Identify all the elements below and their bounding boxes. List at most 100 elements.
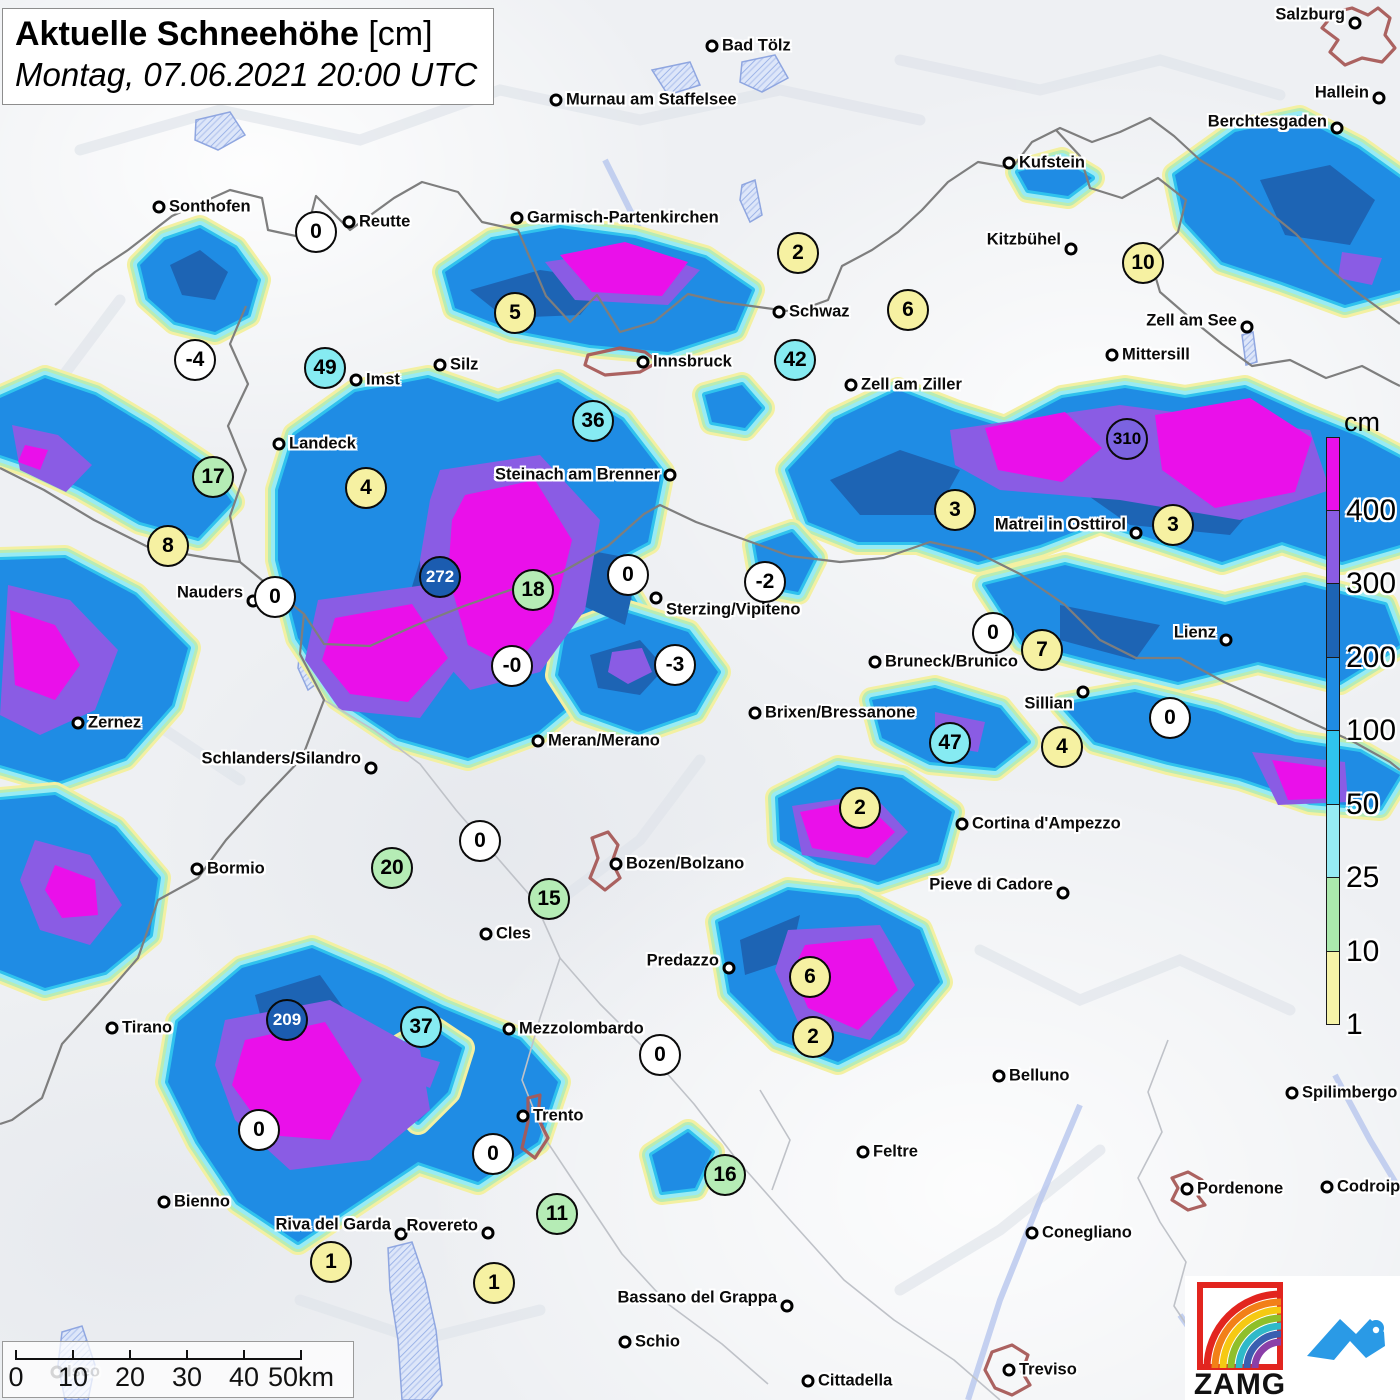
city-label: Innsbruck bbox=[653, 352, 732, 371]
city-boundaries bbox=[520, 6, 1397, 1397]
snow-depth-badge: 0 bbox=[1149, 697, 1191, 739]
snow-depth-badge: 1 bbox=[310, 1241, 352, 1283]
city-marker-dot bbox=[272, 437, 286, 451]
map-scale-bar: 0 10 20 30 40 50km bbox=[2, 1341, 354, 1398]
legend-segment bbox=[1326, 951, 1340, 1025]
snow-depth-badge: 3 bbox=[934, 489, 976, 531]
city-label: Riva del Garda bbox=[275, 1215, 391, 1234]
city-label: Cles bbox=[496, 924, 531, 943]
snow-depth-badge: 15 bbox=[528, 878, 570, 920]
legend-segment bbox=[1326, 657, 1340, 731]
city-marker-dot bbox=[722, 961, 736, 975]
snow-depth-badge: 8 bbox=[147, 525, 189, 567]
city-label: Pieve di Cadore bbox=[929, 875, 1053, 894]
snow-depth-badge: 42 bbox=[774, 339, 816, 381]
scale-tick-label: 30 bbox=[171, 1362, 203, 1392]
snow-depth-badge: 310 bbox=[1106, 418, 1148, 460]
city-marker-dot bbox=[549, 93, 563, 107]
city-marker-dot bbox=[705, 39, 719, 53]
zamg-logo: ZAMG bbox=[1185, 1276, 1400, 1400]
snow-depth-badge: 36 bbox=[572, 400, 614, 442]
city-label: Cortina d'Ampezzo bbox=[972, 814, 1121, 833]
city-label: Matrei in Osttirol bbox=[994, 515, 1126, 534]
legend-segment bbox=[1326, 731, 1340, 805]
city-marker-dot bbox=[105, 1021, 119, 1035]
legend-segment bbox=[1326, 510, 1340, 584]
city-label: Landeck bbox=[289, 434, 356, 453]
city-label: Zell am See bbox=[1146, 311, 1237, 330]
city-label: Zell am Ziller bbox=[861, 375, 962, 394]
city-label: Belluno bbox=[1009, 1066, 1070, 1085]
snow-depth-badge: 11 bbox=[536, 1193, 578, 1235]
scale-tick bbox=[300, 1350, 302, 1359]
snow-depth-badge: 0 bbox=[607, 554, 649, 596]
map-title: Aktuelle Schneehöhe [cm] bbox=[15, 15, 433, 53]
city-label: Zernez bbox=[88, 713, 142, 732]
legend-tick-label: 400 bbox=[1346, 493, 1397, 527]
legend-unit-label: cm bbox=[1344, 407, 1380, 437]
snow-cover-layer bbox=[0, 105, 1400, 1255]
snow-depth-badge: 47 bbox=[929, 722, 971, 764]
snow-depth-badge: 209 bbox=[266, 999, 308, 1041]
map-datetime: Montag, 07.06.2021 20:00 UTC bbox=[15, 56, 478, 93]
city-marker-dot bbox=[479, 927, 493, 941]
city-label: Lienz bbox=[1173, 623, 1216, 642]
city-label: Sillian bbox=[1024, 694, 1073, 713]
city-label: Berchtesgaden bbox=[1207, 112, 1327, 131]
zamg-logo-text: ZAMG bbox=[1193, 1368, 1287, 1400]
city-marker-dot bbox=[1219, 633, 1233, 647]
city-label: Schwaz bbox=[789, 302, 850, 321]
legend-tick-label: 10 bbox=[1346, 934, 1380, 968]
city-marker-dot bbox=[1180, 1182, 1194, 1196]
city-label: Murnau am Staffelsee bbox=[566, 90, 737, 109]
snow-depth-badge: 4 bbox=[345, 467, 387, 509]
city-label: Hallein bbox=[1314, 83, 1369, 102]
snow-depth-badge: 272 bbox=[419, 556, 461, 598]
city-marker-dot bbox=[844, 378, 858, 392]
snow-depth-badge: 0 bbox=[238, 1109, 280, 1151]
snow-depth-badge: 4 bbox=[1041, 726, 1083, 768]
city-marker-dot bbox=[71, 716, 85, 730]
city-label: Bormio bbox=[207, 859, 265, 878]
city-label: Reutte bbox=[359, 212, 411, 231]
city-label: Bassano del Grappa bbox=[617, 1288, 777, 1307]
legend-tick-label: 50 bbox=[1346, 787, 1380, 821]
city-label: Sterzing/Vipiteno bbox=[666, 600, 801, 619]
legend-tick-label: 100 bbox=[1346, 714, 1397, 747]
city-marker-dot bbox=[531, 734, 545, 748]
snow-depth-badge: 2 bbox=[792, 1016, 834, 1058]
scale-tick-label: 50km bbox=[267, 1362, 335, 1392]
legend-segment bbox=[1326, 437, 1340, 511]
snow-depth-badge: 6 bbox=[789, 956, 831, 998]
city-marker-dot bbox=[1320, 1180, 1334, 1194]
city-marker-dot bbox=[609, 857, 623, 871]
city-marker-dot bbox=[1372, 91, 1386, 105]
snow-depth-badge: -2 bbox=[744, 561, 786, 603]
city-marker-dot bbox=[481, 1226, 495, 1240]
snow-depth-badge: 0 bbox=[472, 1133, 514, 1175]
city-label: Nauders bbox=[176, 583, 243, 602]
city-marker-dot bbox=[649, 591, 663, 605]
avalanche-mountain-icon bbox=[1307, 1319, 1385, 1360]
city-label: Feltre bbox=[873, 1142, 918, 1161]
snow-depth-badge: 0 bbox=[639, 1034, 681, 1076]
city-marker-dot bbox=[1002, 156, 1016, 170]
scale-tick bbox=[72, 1350, 74, 1359]
scale-tick bbox=[243, 1350, 245, 1359]
snow-depth-badge: 1 bbox=[473, 1262, 515, 1304]
city-label: Bad Tölz bbox=[722, 36, 791, 55]
legend-tick-label: 200 bbox=[1346, 640, 1397, 674]
scale-tick bbox=[129, 1350, 131, 1359]
scale-bar-line bbox=[15, 1358, 302, 1360]
city-marker-dot bbox=[516, 1109, 530, 1123]
city-marker-dot bbox=[1330, 121, 1344, 135]
city-label: Conegliano bbox=[1042, 1223, 1132, 1242]
snow-depth-badge: 10 bbox=[1122, 242, 1164, 284]
city-label: Bruneck/Brunico bbox=[885, 652, 1018, 671]
city-marker-dot bbox=[663, 468, 677, 482]
city-marker-dot bbox=[349, 373, 363, 387]
city-label: Steinach am Brenner bbox=[494, 465, 660, 484]
city-label: Cittadella bbox=[818, 1371, 893, 1390]
city-marker-dot bbox=[342, 215, 356, 229]
legend-tick-label: 25 bbox=[1346, 861, 1380, 894]
